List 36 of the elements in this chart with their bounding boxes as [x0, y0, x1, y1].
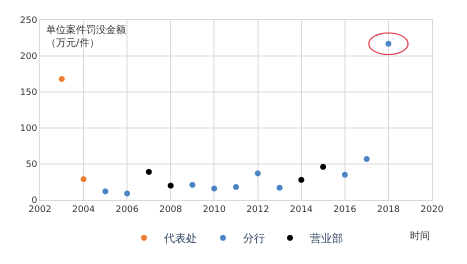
legend-label: 代表处: [163, 232, 197, 246]
point: [233, 184, 239, 190]
y-axis-title: 单位案件罚没金额（万元/件）: [46, 24, 126, 49]
point: [146, 168, 152, 175]
x-tick-label: 2010: [202, 204, 226, 215]
point: [211, 185, 218, 192]
point: [168, 182, 174, 189]
y-tick-label: 200: [20, 52, 38, 62]
x-tick-label: 2020: [420, 204, 444, 215]
point: [298, 176, 304, 183]
x-tick-label: 2008: [159, 204, 182, 215]
point: [320, 164, 326, 170]
point: [342, 172, 348, 178]
point: [58, 76, 65, 82]
x-tick-label: 2006: [116, 204, 139, 215]
y-tick-label: 100: [20, 124, 38, 134]
x-tick-label: 2014: [290, 204, 314, 215]
y-tick-label: 50: [26, 160, 38, 170]
point: [254, 170, 261, 176]
point: [189, 182, 196, 188]
x-tick-label: 2004: [72, 204, 96, 215]
x-tick-label: 2018: [376, 204, 400, 215]
y-tick-label: 150: [20, 88, 38, 98]
point: [102, 188, 108, 194]
legend-label: 分行: [243, 232, 265, 246]
point: [124, 190, 130, 197]
y-tick-label: 250: [20, 16, 38, 26]
point: [276, 184, 283, 191]
legend-label: 营业部: [310, 232, 343, 246]
y-tick-label: 0: [31, 196, 38, 206]
point: [80, 176, 87, 182]
x-tick-label: 2002: [28, 204, 52, 215]
point: [364, 156, 370, 162]
x-axis-title: 时间: [410, 230, 430, 242]
x-tick-label: 2012: [246, 204, 270, 215]
x-tick-label: 2016: [333, 204, 357, 215]
